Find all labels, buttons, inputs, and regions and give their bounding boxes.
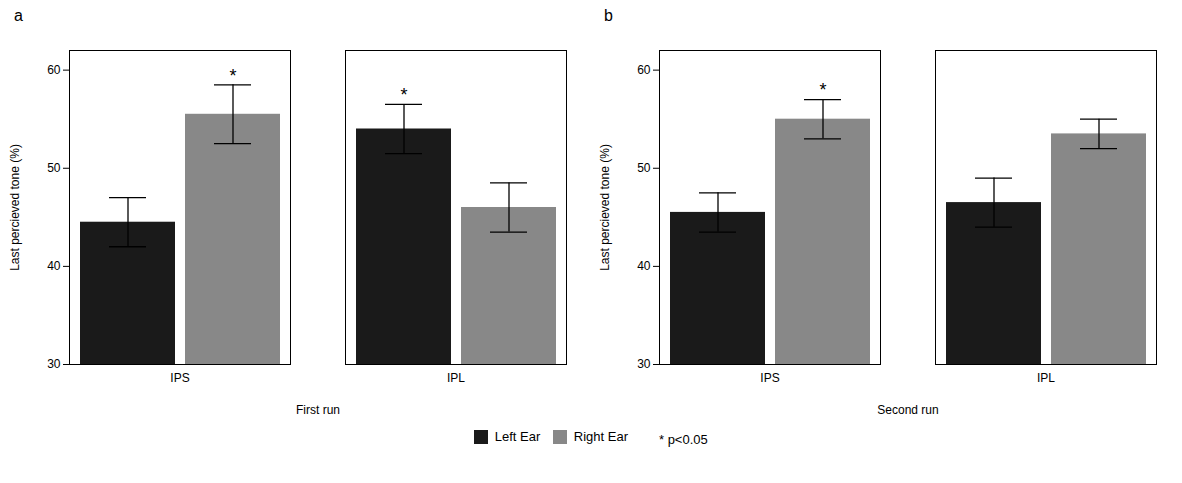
svg-text:50: 50	[637, 161, 651, 175]
html-text:Left Ear: Left Ear	[494, 429, 541, 444]
svg-text:50: 50	[47, 161, 61, 175]
svg-text:*: *	[229, 66, 236, 86]
svg-text:IPL: IPL	[1037, 371, 1055, 385]
svg-text:Last percieved tone (%): Last percieved tone (%)	[598, 144, 612, 271]
svg-text:60: 60	[47, 63, 61, 77]
svg-text:Second run: Second run	[877, 403, 938, 417]
svg-text:*: *	[400, 85, 407, 105]
html-text:b: b	[604, 7, 613, 24]
svg-text:IPS: IPS	[170, 371, 189, 385]
html-text:Right Ear: Right Ear	[573, 429, 628, 444]
svg-text:IPL: IPL	[447, 371, 465, 385]
svg-text:30: 30	[637, 357, 651, 371]
svg-text:First run: First run	[296, 403, 340, 417]
svg-text:30: 30	[47, 357, 61, 371]
svg-text:40: 40	[637, 259, 651, 273]
svg-text:IPS: IPS	[760, 371, 779, 385]
html-text:a: a	[14, 7, 23, 24]
html-text:* p<0.05: * p<0.05	[659, 432, 708, 448]
svg-text:Last percieved tone (%): Last percieved tone (%)	[8, 144, 22, 271]
svg-text:*: *	[819, 80, 826, 100]
svg-text:40: 40	[47, 259, 61, 273]
svg-text:60: 60	[637, 63, 651, 77]
